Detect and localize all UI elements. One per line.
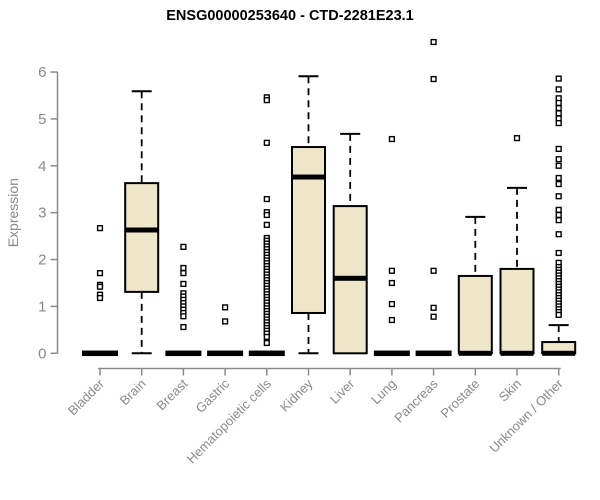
zero-bar bbox=[373, 350, 410, 357]
outlier-point bbox=[180, 280, 187, 288]
outlier-point bbox=[430, 38, 437, 46]
median-line bbox=[125, 227, 159, 233]
x-tick-label: Prostate bbox=[438, 376, 483, 421]
box bbox=[457, 274, 493, 355]
zero-bar bbox=[207, 350, 244, 357]
median-line bbox=[333, 275, 367, 281]
y-tick-label: 2 bbox=[38, 252, 46, 269]
outlier-point bbox=[263, 97, 270, 104]
outlier-point bbox=[96, 283, 104, 290]
box bbox=[499, 267, 535, 355]
median-line bbox=[542, 350, 576, 356]
median-line bbox=[458, 350, 492, 356]
zero-bar bbox=[165, 350, 202, 357]
x-tick-label: Unknown / Other bbox=[486, 376, 566, 456]
y-tick-label: 0 bbox=[38, 345, 46, 362]
outlier-point bbox=[555, 86, 562, 93]
zero-bar bbox=[415, 350, 452, 357]
outlier-point bbox=[180, 243, 187, 250]
box bbox=[124, 182, 160, 293]
y-tick-label: 5 bbox=[38, 111, 46, 128]
outlier-point bbox=[180, 323, 187, 331]
y-tick-label: 1 bbox=[38, 298, 46, 315]
outlier-point bbox=[96, 294, 104, 302]
outlier-point bbox=[513, 135, 521, 142]
outlier-point bbox=[388, 316, 396, 324]
outlier-point bbox=[263, 211, 270, 219]
outlier-point bbox=[221, 318, 229, 325]
outlier-point bbox=[555, 156, 562, 163]
outlier-point bbox=[555, 174, 562, 182]
y-axis-title: Expression bbox=[5, 178, 21, 247]
outlier-point bbox=[96, 225, 104, 232]
x-tick-label: Breast bbox=[153, 376, 190, 413]
outlier-point bbox=[555, 211, 562, 219]
outlier-point bbox=[555, 206, 562, 213]
outlier-point bbox=[180, 264, 187, 272]
outlier-point bbox=[263, 333, 270, 340]
x-tick-label: Gastric bbox=[193, 376, 233, 416]
outlier-point bbox=[388, 135, 396, 143]
median-line bbox=[500, 350, 534, 356]
outlier-point bbox=[430, 267, 437, 274]
outlier-point bbox=[555, 110, 562, 117]
outlier-point bbox=[555, 231, 562, 238]
outlier-point bbox=[430, 304, 437, 311]
outlier-point bbox=[388, 300, 396, 308]
outlier-point bbox=[430, 313, 437, 320]
outlier-point bbox=[555, 120, 562, 127]
outlier-point bbox=[96, 270, 104, 277]
chart-title: ENSG00000253640 - CTD-2281E23.1 bbox=[166, 8, 414, 24]
median-line bbox=[292, 174, 325, 180]
outlier-point bbox=[555, 217, 562, 224]
x-tick-label: Bladder bbox=[65, 376, 108, 419]
outlier-point bbox=[555, 99, 562, 107]
y-tick-label: 6 bbox=[38, 64, 46, 81]
outlier-point bbox=[263, 339, 270, 347]
x-tick-label: Pancreas bbox=[391, 376, 441, 426]
outlier-point bbox=[555, 105, 562, 112]
x-tick-label: Skin bbox=[496, 376, 524, 404]
outlier-point bbox=[555, 311, 562, 318]
y-tick-label: 3 bbox=[38, 205, 46, 222]
outlier-point bbox=[555, 249, 562, 257]
zero-bar bbox=[248, 350, 285, 357]
outlier-point bbox=[263, 195, 270, 203]
outlier-point bbox=[388, 267, 396, 274]
outlier-point bbox=[221, 304, 229, 311]
box bbox=[291, 146, 326, 314]
x-tick-label: Brain bbox=[117, 376, 149, 408]
outlier-point bbox=[555, 162, 562, 169]
zero-bar bbox=[82, 350, 118, 357]
outlier-point bbox=[555, 180, 562, 188]
outlier-point bbox=[263, 139, 270, 146]
x-tick-label: Kidney bbox=[277, 376, 316, 415]
x-tick-label: Liver bbox=[327, 376, 358, 407]
outlier-point bbox=[263, 221, 270, 228]
outlier-point bbox=[430, 75, 437, 83]
outlier-point bbox=[388, 279, 396, 287]
outlier-point bbox=[180, 270, 187, 277]
outlier-point bbox=[180, 313, 187, 320]
y-tick-label: 4 bbox=[38, 158, 46, 175]
x-tick-label: Lung bbox=[368, 376, 399, 407]
outlier-point bbox=[555, 75, 562, 82]
outlier-point bbox=[555, 193, 562, 200]
outlier-point bbox=[555, 145, 562, 153]
